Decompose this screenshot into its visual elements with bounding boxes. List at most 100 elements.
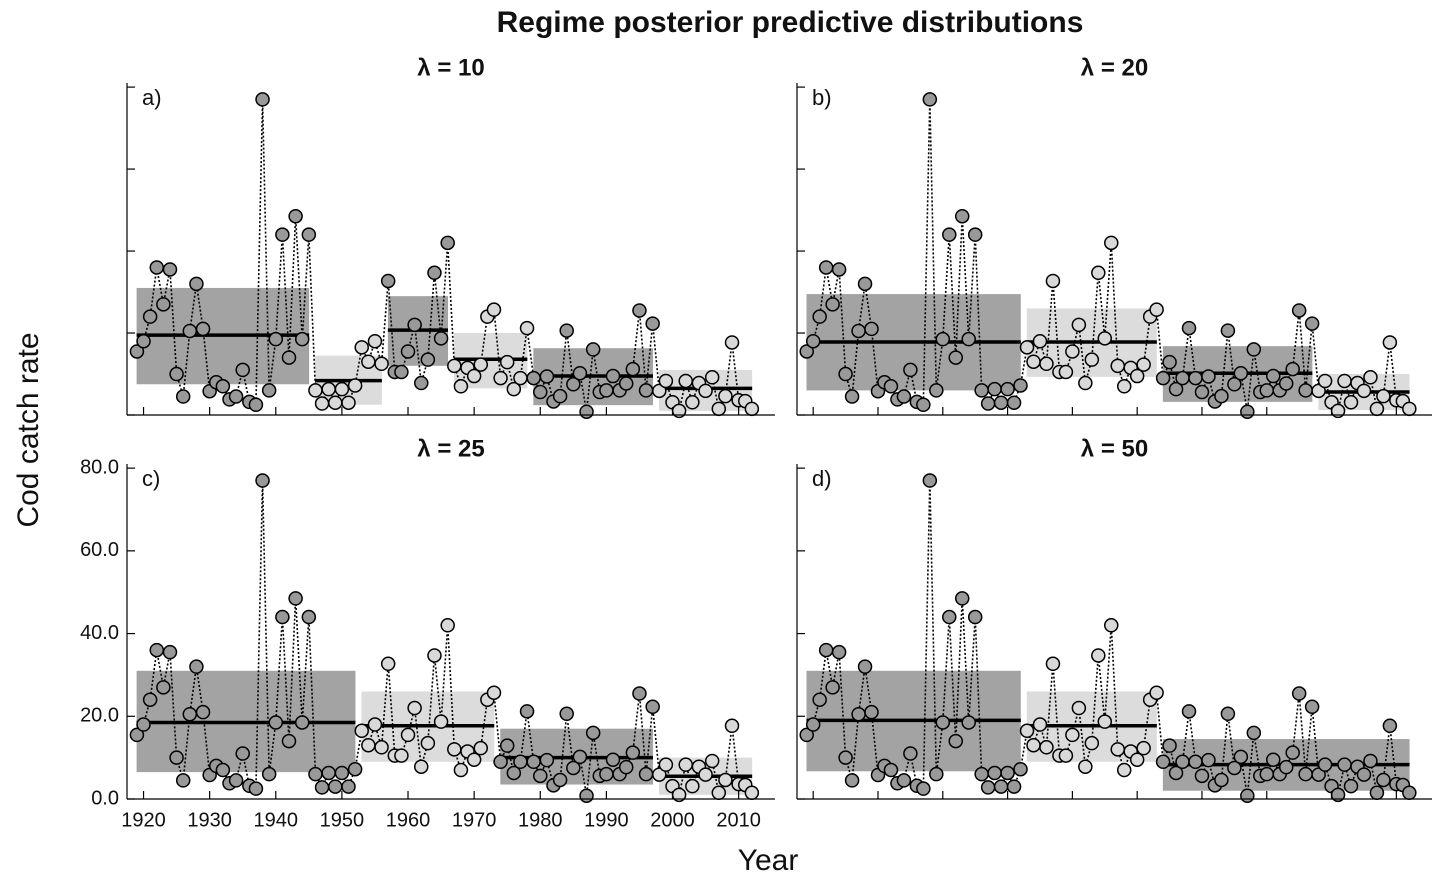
- data-point: [334, 765, 350, 781]
- data-point: [367, 333, 383, 349]
- data-point: [400, 344, 416, 359]
- data-point: [652, 383, 667, 399]
- data-point: [1363, 753, 1378, 769]
- data-point: [1026, 354, 1041, 369]
- data-point: [1110, 358, 1125, 374]
- data-point: [1194, 768, 1210, 784]
- data-point: [453, 762, 469, 778]
- x-tick-label: 1970: [452, 809, 497, 831]
- data-point: [328, 779, 343, 794]
- data-point: [526, 370, 541, 386]
- data-point: [698, 767, 713, 782]
- data-point: [1194, 384, 1210, 400]
- data-point: [864, 321, 879, 337]
- data-point: [1084, 352, 1100, 367]
- data-point: [1175, 370, 1190, 386]
- data-point: [799, 727, 814, 743]
- data-point: [1013, 378, 1028, 393]
- data-point: [838, 750, 853, 765]
- data-point: [294, 331, 310, 347]
- data-point: [638, 766, 654, 782]
- data-point: [1110, 742, 1125, 757]
- data-point: [825, 297, 840, 312]
- data-point: [704, 753, 720, 769]
- data-point: [1065, 344, 1080, 359]
- x-tick-label: 1960: [386, 809, 431, 831]
- data-point: [493, 370, 508, 386]
- data-point: [400, 727, 416, 743]
- x-tick-label: 1950: [320, 809, 365, 831]
- data-point: [341, 779, 356, 794]
- data-point: [896, 773, 912, 788]
- data-point: [658, 373, 674, 389]
- data-point: [1201, 752, 1216, 768]
- data-point: [678, 757, 693, 772]
- data-point: [380, 656, 396, 672]
- data-point: [711, 401, 727, 417]
- data-point: [1402, 401, 1417, 417]
- data-point: [129, 727, 145, 743]
- data-point: [1026, 737, 1041, 753]
- data-point: [334, 381, 350, 397]
- data-point: [1337, 757, 1352, 772]
- data-point: [162, 262, 178, 277]
- x-tick-label: 2010: [716, 809, 761, 831]
- data-point: [255, 473, 270, 488]
- data-point: [844, 773, 860, 788]
- data-point: [347, 761, 363, 777]
- data-point: [645, 316, 660, 331]
- data-point: [519, 704, 535, 719]
- data-point: [493, 754, 508, 770]
- panel-label: b): [812, 85, 832, 110]
- x-tick-label: 1990: [584, 809, 629, 831]
- data-point: [585, 342, 601, 357]
- data-point: [420, 352, 436, 367]
- data-point: [248, 397, 264, 413]
- data-point: [136, 717, 151, 732]
- y-tick-label: 60.0: [80, 539, 119, 561]
- data-point: [1039, 356, 1054, 372]
- data-point: [1013, 761, 1028, 777]
- data-point: [559, 323, 574, 338]
- data-point: [572, 749, 588, 765]
- data-point: [599, 383, 614, 398]
- data-point: [993, 395, 1009, 410]
- data-point: [805, 333, 821, 349]
- data-point: [1298, 766, 1313, 782]
- data-point: [632, 303, 647, 318]
- series-line: [136, 480, 753, 797]
- data-point: [1259, 383, 1275, 398]
- data-point: [1214, 388, 1229, 404]
- data-point: [1214, 772, 1229, 788]
- data-point: [189, 276, 204, 292]
- panel-label: a): [142, 85, 162, 110]
- data-point: [1045, 273, 1061, 289]
- data-point: [440, 618, 455, 633]
- data-point: [1291, 686, 1307, 701]
- data-point: [818, 260, 834, 275]
- data-point: [182, 706, 198, 722]
- data-point: [1091, 265, 1106, 281]
- data-point: [954, 208, 970, 224]
- data-point: [308, 766, 323, 782]
- data-point: [1227, 760, 1242, 776]
- data-point: [744, 401, 760, 417]
- data-point: [228, 389, 244, 404]
- data-point: [506, 381, 522, 397]
- data-point: [1006, 779, 1022, 794]
- data-point: [831, 644, 847, 660]
- data-point: [1168, 765, 1184, 781]
- data-point: [652, 767, 667, 782]
- data-point: [1136, 740, 1151, 756]
- data-point: [1343, 395, 1359, 410]
- data-point: [354, 723, 369, 739]
- data-point: [1129, 368, 1145, 384]
- data-point: [1311, 383, 1326, 399]
- data-point: [838, 366, 853, 382]
- data-point: [235, 746, 250, 761]
- data-point: [301, 227, 317, 242]
- data-point: [427, 648, 442, 663]
- data-point: [851, 323, 866, 339]
- data-point: [1304, 699, 1320, 715]
- data-point: [321, 381, 336, 397]
